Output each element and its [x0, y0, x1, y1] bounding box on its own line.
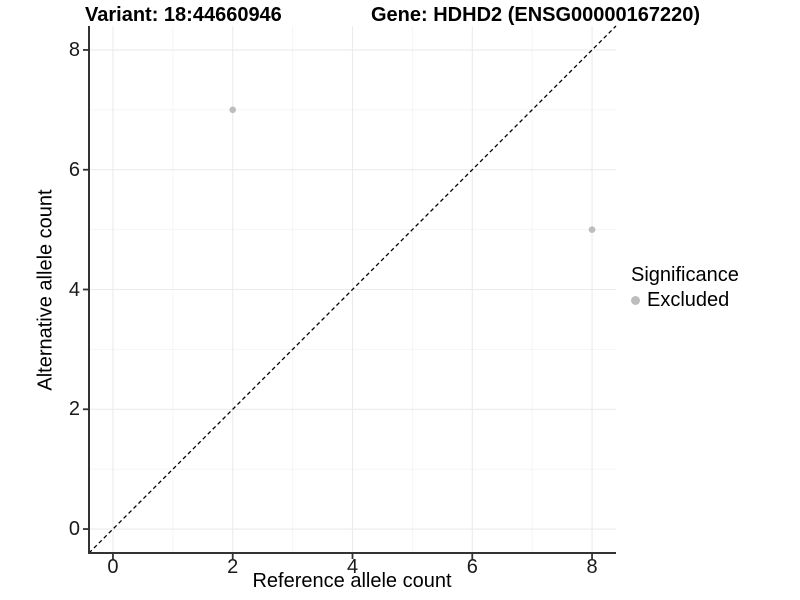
y-tick-label: 4: [68, 278, 80, 301]
identity-dashed-line: [88, 25, 617, 554]
x-tick-label: 6: [466, 556, 478, 578]
legend: Significance Excluded: [631, 263, 739, 312]
x-tick-label: 4: [346, 556, 359, 578]
x-axis-title: Reference allele count: [252, 570, 452, 592]
y-tick-label: 0: [68, 518, 80, 541]
y-tick-label: 8: [68, 38, 80, 61]
data-point: [229, 106, 237, 114]
y-tick-label: 2: [68, 398, 80, 421]
y-axis-title: Alternative allele count: [34, 189, 57, 391]
x-tick-label: 2: [227, 556, 239, 578]
x-tick-label: 8: [586, 556, 598, 578]
x-tick-label: 0: [107, 556, 119, 578]
y-tick-label: 6: [68, 158, 80, 181]
data-point: [588, 226, 596, 233]
legend-item-excluded: Excluded: [631, 288, 739, 312]
excluded-point-icon: [631, 295, 640, 305]
legend-title: Significance: [631, 264, 739, 286]
variant-title: Variant: 18:44660946: [85, 4, 282, 26]
gene-title: Gene: HDHD2 (ENSG00000167220): [371, 4, 701, 26]
legend-item-label: Excluded: [647, 289, 730, 311]
